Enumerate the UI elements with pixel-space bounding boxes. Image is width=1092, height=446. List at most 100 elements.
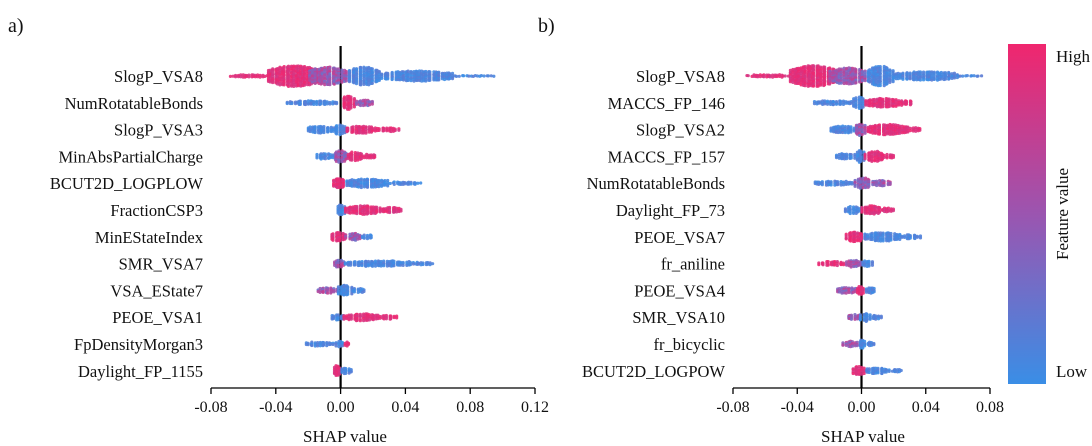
shap-point — [415, 73, 419, 78]
shap-point — [268, 80, 272, 84]
feature-swarm-minabspartialcharge — [315, 149, 377, 164]
shap-point — [350, 292, 354, 296]
shap-point — [392, 180, 396, 184]
shap-point — [788, 80, 792, 84]
shap-point — [356, 158, 360, 162]
shap-point — [306, 99, 310, 103]
shap-point — [863, 131, 867, 135]
shap-point — [860, 132, 864, 137]
shap-point — [315, 156, 319, 160]
shap-point — [367, 103, 372, 107]
shap-point — [337, 71, 341, 75]
shap-point — [462, 74, 466, 78]
shap-point — [979, 74, 984, 78]
feature-label: PEOE_VSA1 — [112, 308, 203, 327]
shap-point — [849, 156, 853, 160]
shap-point — [332, 184, 336, 188]
shap-point — [868, 130, 872, 134]
shap-point — [388, 210, 392, 215]
shap-point — [306, 102, 310, 106]
shap-point — [373, 264, 378, 268]
shap-point — [365, 185, 370, 189]
feature-label: FractionCSP3 — [110, 201, 203, 220]
shap-point — [292, 84, 296, 88]
shap-point — [872, 343, 876, 347]
shap-point — [415, 78, 419, 83]
shap-point — [947, 76, 951, 81]
shap-point — [839, 81, 843, 85]
shap-point — [328, 83, 332, 87]
shap-point — [823, 80, 827, 85]
shap-point — [332, 290, 336, 294]
panel-b: b) -0.08 -0.04 0.00 0.04 0.08 SlogP_VSA8 MACCS… — [538, 15, 1004, 446]
shap-point — [336, 318, 340, 322]
shap-point — [850, 182, 854, 186]
shap-point — [354, 82, 359, 86]
shap-point — [321, 343, 326, 347]
colorbar: High Low Feature value — [1008, 44, 1091, 384]
shap-point — [331, 129, 336, 133]
shap-point — [828, 77, 832, 81]
panel-a-xlabel: SHAP value — [303, 427, 387, 446]
shap-point — [366, 264, 371, 268]
shap-point — [783, 74, 787, 78]
shap-point — [377, 128, 381, 132]
shap-point — [874, 69, 878, 73]
shap-point — [357, 185, 361, 189]
shap-point — [258, 75, 262, 79]
shap-point — [853, 317, 857, 321]
shap-point — [851, 371, 855, 376]
feature-swarm-peoe-vsa1 — [330, 312, 399, 323]
shap-point — [342, 293, 346, 297]
shap-point — [350, 158, 354, 162]
feature-label: PEOE_VSA7 — [634, 228, 725, 247]
shap-point — [392, 315, 396, 320]
shap-point — [244, 74, 249, 79]
shap-point — [378, 210, 382, 214]
shap-point — [313, 344, 317, 348]
x-tick-label: -0.04 — [781, 399, 814, 416]
shap-point — [282, 83, 286, 87]
shap-point — [362, 208, 367, 213]
shap-point — [943, 77, 948, 81]
shap-point — [306, 343, 310, 347]
shap-point — [362, 236, 366, 240]
shap-point — [885, 82, 889, 86]
shap-point — [360, 263, 364, 268]
shap-point — [342, 317, 346, 321]
shap-point — [346, 292, 350, 296]
shap-point — [363, 103, 368, 107]
shap-point — [882, 183, 886, 188]
shap-point — [834, 156, 839, 160]
shap-point — [362, 82, 366, 87]
shap-point — [247, 75, 251, 79]
shap-point — [326, 291, 330, 295]
shap-point — [863, 79, 867, 83]
shap-point — [864, 103, 868, 107]
shap-point — [881, 234, 885, 238]
shap-point — [859, 159, 863, 164]
shap-point — [843, 130, 847, 135]
shap-point — [382, 264, 386, 268]
shap-point — [313, 130, 317, 135]
feature-label: fr_bicyclic — [654, 335, 725, 354]
shap-point — [428, 263, 432, 267]
shap-point — [843, 210, 848, 214]
shap-point — [829, 183, 833, 187]
x-tick-label: -0.04 — [259, 399, 292, 416]
shap-point — [393, 128, 397, 133]
shap-point — [854, 372, 859, 376]
shap-point — [854, 105, 858, 109]
shap-point — [253, 75, 257, 79]
x-tick-label: 0.00 — [848, 399, 876, 416]
shap-point — [876, 371, 880, 375]
shap-point — [326, 289, 330, 293]
shap-point — [874, 317, 878, 321]
shap-point — [869, 343, 874, 347]
shap-point — [841, 263, 846, 267]
shap-point — [828, 79, 832, 83]
panel-a-plot: -0.08 -0.04 0.00 0.04 0.08 0.12 SlogP_VSA8 NumR… — [50, 46, 549, 416]
shap-point — [332, 82, 336, 86]
feature-label: NumRotatableBonds — [65, 94, 203, 113]
shap-point — [851, 368, 855, 372]
